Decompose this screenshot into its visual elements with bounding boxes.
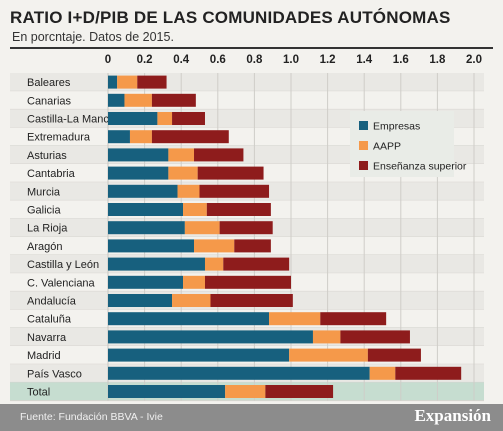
- bar-empresas: [108, 185, 178, 198]
- bar-enseñanza-superior: [198, 167, 264, 180]
- bar-aapp: [370, 367, 396, 380]
- bar-empresas: [108, 94, 124, 107]
- bar-aapp: [130, 130, 152, 143]
- row-band: [10, 91, 484, 109]
- bar-aapp: [183, 276, 205, 289]
- bar-chart: 0 0.2 0.4 0.6 0.8 1.0 1.2 1.4 1.6 1.8 2.0 Baleares C…: [0, 0, 503, 404]
- bar-enseñanza-superior: [172, 112, 205, 125]
- bar-aapp: [289, 349, 368, 362]
- x-tick-label: 1.6: [393, 54, 409, 66]
- bar-enseñanza-superior: [210, 294, 292, 307]
- bar-empresas: [108, 258, 205, 271]
- category-label: Navarra: [27, 332, 67, 344]
- bar-aapp: [185, 221, 220, 234]
- bar-empresas: [108, 367, 370, 380]
- bar-empresas: [108, 294, 172, 307]
- bar-enseñanza-superior: [368, 349, 421, 362]
- bar-enseñanza-superior: [207, 203, 271, 216]
- bar-enseñanza-superior: [320, 312, 386, 325]
- category-label: Canarias: [27, 95, 72, 107]
- bar-aapp: [168, 148, 194, 161]
- bar-aapp: [168, 167, 197, 180]
- x-tick-label: 1.8: [429, 54, 446, 66]
- source-note: Fuente: Fundación BBVA - Ivie: [20, 411, 163, 423]
- bar-empresas: [108, 276, 183, 289]
- bar-empresas: [108, 130, 130, 143]
- legend-label: Empresas: [373, 121, 420, 133]
- bar-empresas: [108, 221, 185, 234]
- category-label: Extremadura: [27, 132, 91, 144]
- bar-aapp: [172, 294, 210, 307]
- legend-swatch: [359, 141, 368, 150]
- row-band: [10, 73, 484, 91]
- category-label: Aragón: [27, 241, 62, 253]
- bar-enseñanza-superior: [234, 239, 271, 252]
- category-label: Castilla-La Mancha: [27, 114, 122, 126]
- category-label: La Rioja: [27, 223, 68, 235]
- bar-aapp: [269, 312, 320, 325]
- bar-aapp: [205, 258, 223, 271]
- x-tick-label: 0: [105, 54, 111, 66]
- bar-enseñanza-superior: [340, 330, 410, 343]
- category-label: Baleares: [27, 77, 71, 89]
- legend-label: Enseñanza superior: [373, 161, 467, 173]
- bar-empresas: [108, 112, 157, 125]
- bar-empresas: [108, 203, 183, 216]
- bar-aapp: [178, 185, 200, 198]
- bar-empresas: [108, 312, 269, 325]
- bar-enseñanza-superior: [223, 258, 289, 271]
- legend-swatch: [359, 121, 368, 130]
- bar-empresas: [108, 148, 168, 161]
- footer-bar: Fuente: Fundación BBVA - Ivie Expansión: [0, 404, 503, 431]
- category-label: Cataluña: [27, 314, 72, 326]
- bar-empresas: [108, 239, 194, 252]
- x-tick-label: 1.4: [356, 54, 373, 66]
- legend-swatch: [359, 161, 368, 170]
- legend-label: AAPP: [373, 141, 401, 153]
- category-label: Murcia: [27, 186, 61, 198]
- bar-aapp: [194, 239, 234, 252]
- x-tick-label: 2.0: [466, 54, 482, 66]
- bar-enseñanza-superior: [152, 130, 229, 143]
- category-label: Madrid: [27, 350, 61, 362]
- bar-empresas: [108, 330, 313, 343]
- x-tick-label: 0.6: [210, 54, 226, 66]
- bar-empresas: [108, 385, 225, 398]
- bar-aapp: [124, 94, 151, 107]
- bar-enseñanza-superior: [194, 148, 243, 161]
- bar-enseñanza-superior: [395, 367, 461, 380]
- x-tick-label: 0.8: [246, 54, 263, 66]
- bar-aapp: [313, 330, 340, 343]
- bar-empresas: [108, 349, 289, 362]
- category-label: Asturias: [27, 150, 67, 162]
- category-label: País Vasco: [27, 368, 82, 380]
- x-tick-label: 1.0: [283, 54, 299, 66]
- bar-aapp: [225, 385, 265, 398]
- bar-enseñanza-superior: [200, 185, 270, 198]
- x-tick-label: 0.4: [173, 54, 190, 66]
- bar-enseñanza-superior: [265, 385, 333, 398]
- bar-aapp: [157, 112, 172, 125]
- bar-enseñanza-superior: [220, 221, 273, 234]
- bar-empresas: [108, 76, 117, 89]
- category-label: Castilla y León: [27, 259, 99, 271]
- category-label: Cantabria: [27, 168, 76, 180]
- category-label: Galicia: [27, 205, 62, 217]
- category-label: Andalucía: [27, 296, 77, 308]
- x-tick-label: 1.2: [320, 54, 336, 66]
- x-tick-label: 0.2: [137, 54, 153, 66]
- bar-enseñanza-superior: [137, 76, 166, 89]
- bar-enseñanza-superior: [205, 276, 291, 289]
- category-label: C. Valenciana: [27, 277, 96, 289]
- bar-aapp: [117, 76, 137, 89]
- brand-logo: Expansión: [414, 406, 491, 426]
- bar-enseñanza-superior: [152, 94, 196, 107]
- category-label: Total: [27, 387, 50, 399]
- bar-aapp: [183, 203, 207, 216]
- bar-empresas: [108, 167, 168, 180]
